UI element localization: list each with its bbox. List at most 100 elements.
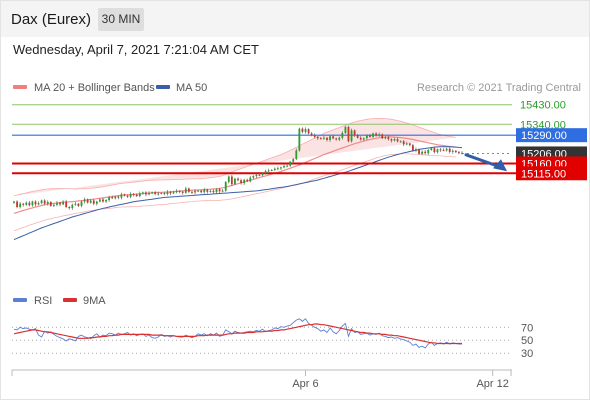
candle-body xyxy=(25,202,28,205)
candle-body xyxy=(212,190,215,193)
candle-body xyxy=(451,150,454,152)
candle-body xyxy=(154,192,157,194)
credit-label: Research © 2021 Trading Central xyxy=(417,82,581,94)
time-axis: Apr 6 Apr 12 xyxy=(11,369,512,390)
candle-body xyxy=(298,128,301,151)
candle-body xyxy=(347,126,350,142)
level-tag-support xyxy=(516,166,587,181)
candle-body xyxy=(111,197,114,199)
candle-body xyxy=(22,203,25,205)
candle-body xyxy=(378,134,381,136)
candle-body xyxy=(329,136,331,140)
candle-body xyxy=(427,149,430,154)
candle-body xyxy=(384,137,387,139)
candle-body xyxy=(448,148,451,152)
candle-body xyxy=(439,149,442,151)
candle-body xyxy=(166,191,169,194)
candle-body xyxy=(206,189,209,192)
forecast-arrow-head xyxy=(493,159,507,172)
candle-body xyxy=(49,201,52,206)
candle-body xyxy=(356,135,359,138)
bollinger-legend-swatch xyxy=(13,85,27,89)
candle-body xyxy=(37,203,40,205)
candle-body xyxy=(95,201,98,204)
candle-body xyxy=(102,199,104,202)
candle-body xyxy=(163,193,166,195)
candle-body xyxy=(141,192,144,194)
candle-body xyxy=(424,151,427,154)
candle-body xyxy=(80,201,83,206)
candle-body xyxy=(332,136,335,139)
candle-body xyxy=(145,192,147,195)
candle-body xyxy=(62,201,65,205)
candle-body xyxy=(313,135,316,137)
candle-body xyxy=(209,190,212,192)
candle-body xyxy=(316,136,319,139)
candle-body xyxy=(273,168,276,170)
x-tick-label: Apr 12 xyxy=(476,378,508,390)
level-label-support: 15115.00 xyxy=(521,168,566,180)
candle-body xyxy=(181,191,184,193)
candle-body xyxy=(405,143,408,145)
candle-body xyxy=(243,179,246,184)
candle-body xyxy=(215,189,218,193)
candle-body xyxy=(230,176,233,185)
bollinger-upper-line xyxy=(13,118,456,197)
candle-body xyxy=(292,159,295,162)
candle-body xyxy=(52,204,55,206)
rsi-tick-label: 50 xyxy=(521,335,533,347)
candle-body xyxy=(454,150,457,153)
candle-body xyxy=(126,195,129,197)
candle-body xyxy=(390,139,393,141)
candle-body xyxy=(123,194,126,196)
candle-body xyxy=(264,171,267,174)
candle-body xyxy=(369,135,371,137)
ma9-legend-swatch xyxy=(63,298,77,302)
candle-body xyxy=(445,148,448,151)
candle-body xyxy=(71,204,74,209)
candle-body xyxy=(362,138,365,140)
candle-body xyxy=(194,190,196,193)
candle-body xyxy=(224,181,227,191)
candle-body xyxy=(283,166,285,168)
candle-body xyxy=(151,192,153,194)
candle-body xyxy=(56,202,58,205)
timeframe-button[interactable]: 30 MIN xyxy=(98,8,144,31)
candle-body xyxy=(310,133,313,136)
x-tick-label: Apr 6 xyxy=(292,378,318,390)
bollinger-band-area xyxy=(14,118,456,196)
candle-body xyxy=(132,193,135,195)
candle-body xyxy=(381,134,384,139)
level-tag-pivot xyxy=(516,128,587,143)
candle-body xyxy=(46,201,49,204)
candle-body xyxy=(120,194,123,198)
candle-body xyxy=(396,139,399,142)
candle-body xyxy=(442,149,445,151)
candle-body xyxy=(344,126,347,133)
candle-body xyxy=(191,191,193,193)
candle-body xyxy=(261,173,264,176)
candle-body xyxy=(307,129,310,134)
candle-body xyxy=(286,165,289,167)
candle-body xyxy=(89,200,92,203)
candle-body xyxy=(175,190,178,193)
candle-body xyxy=(341,133,344,138)
candle-body xyxy=(68,207,71,209)
candle-body xyxy=(99,199,101,202)
candle-body xyxy=(197,190,200,192)
candle-body xyxy=(77,203,80,206)
candle-body xyxy=(129,193,132,197)
rsi-tick-label: 70 xyxy=(521,322,533,334)
candle-body xyxy=(240,180,242,184)
candle-body xyxy=(117,196,120,198)
candle-body xyxy=(184,188,187,193)
candle-body xyxy=(13,201,15,203)
candle-body xyxy=(433,148,436,153)
candle-body xyxy=(187,188,190,192)
candle-body xyxy=(338,137,341,140)
candle-body xyxy=(246,179,249,182)
ma9-legend-label: 9MA xyxy=(83,295,106,307)
candle-body xyxy=(418,149,420,154)
